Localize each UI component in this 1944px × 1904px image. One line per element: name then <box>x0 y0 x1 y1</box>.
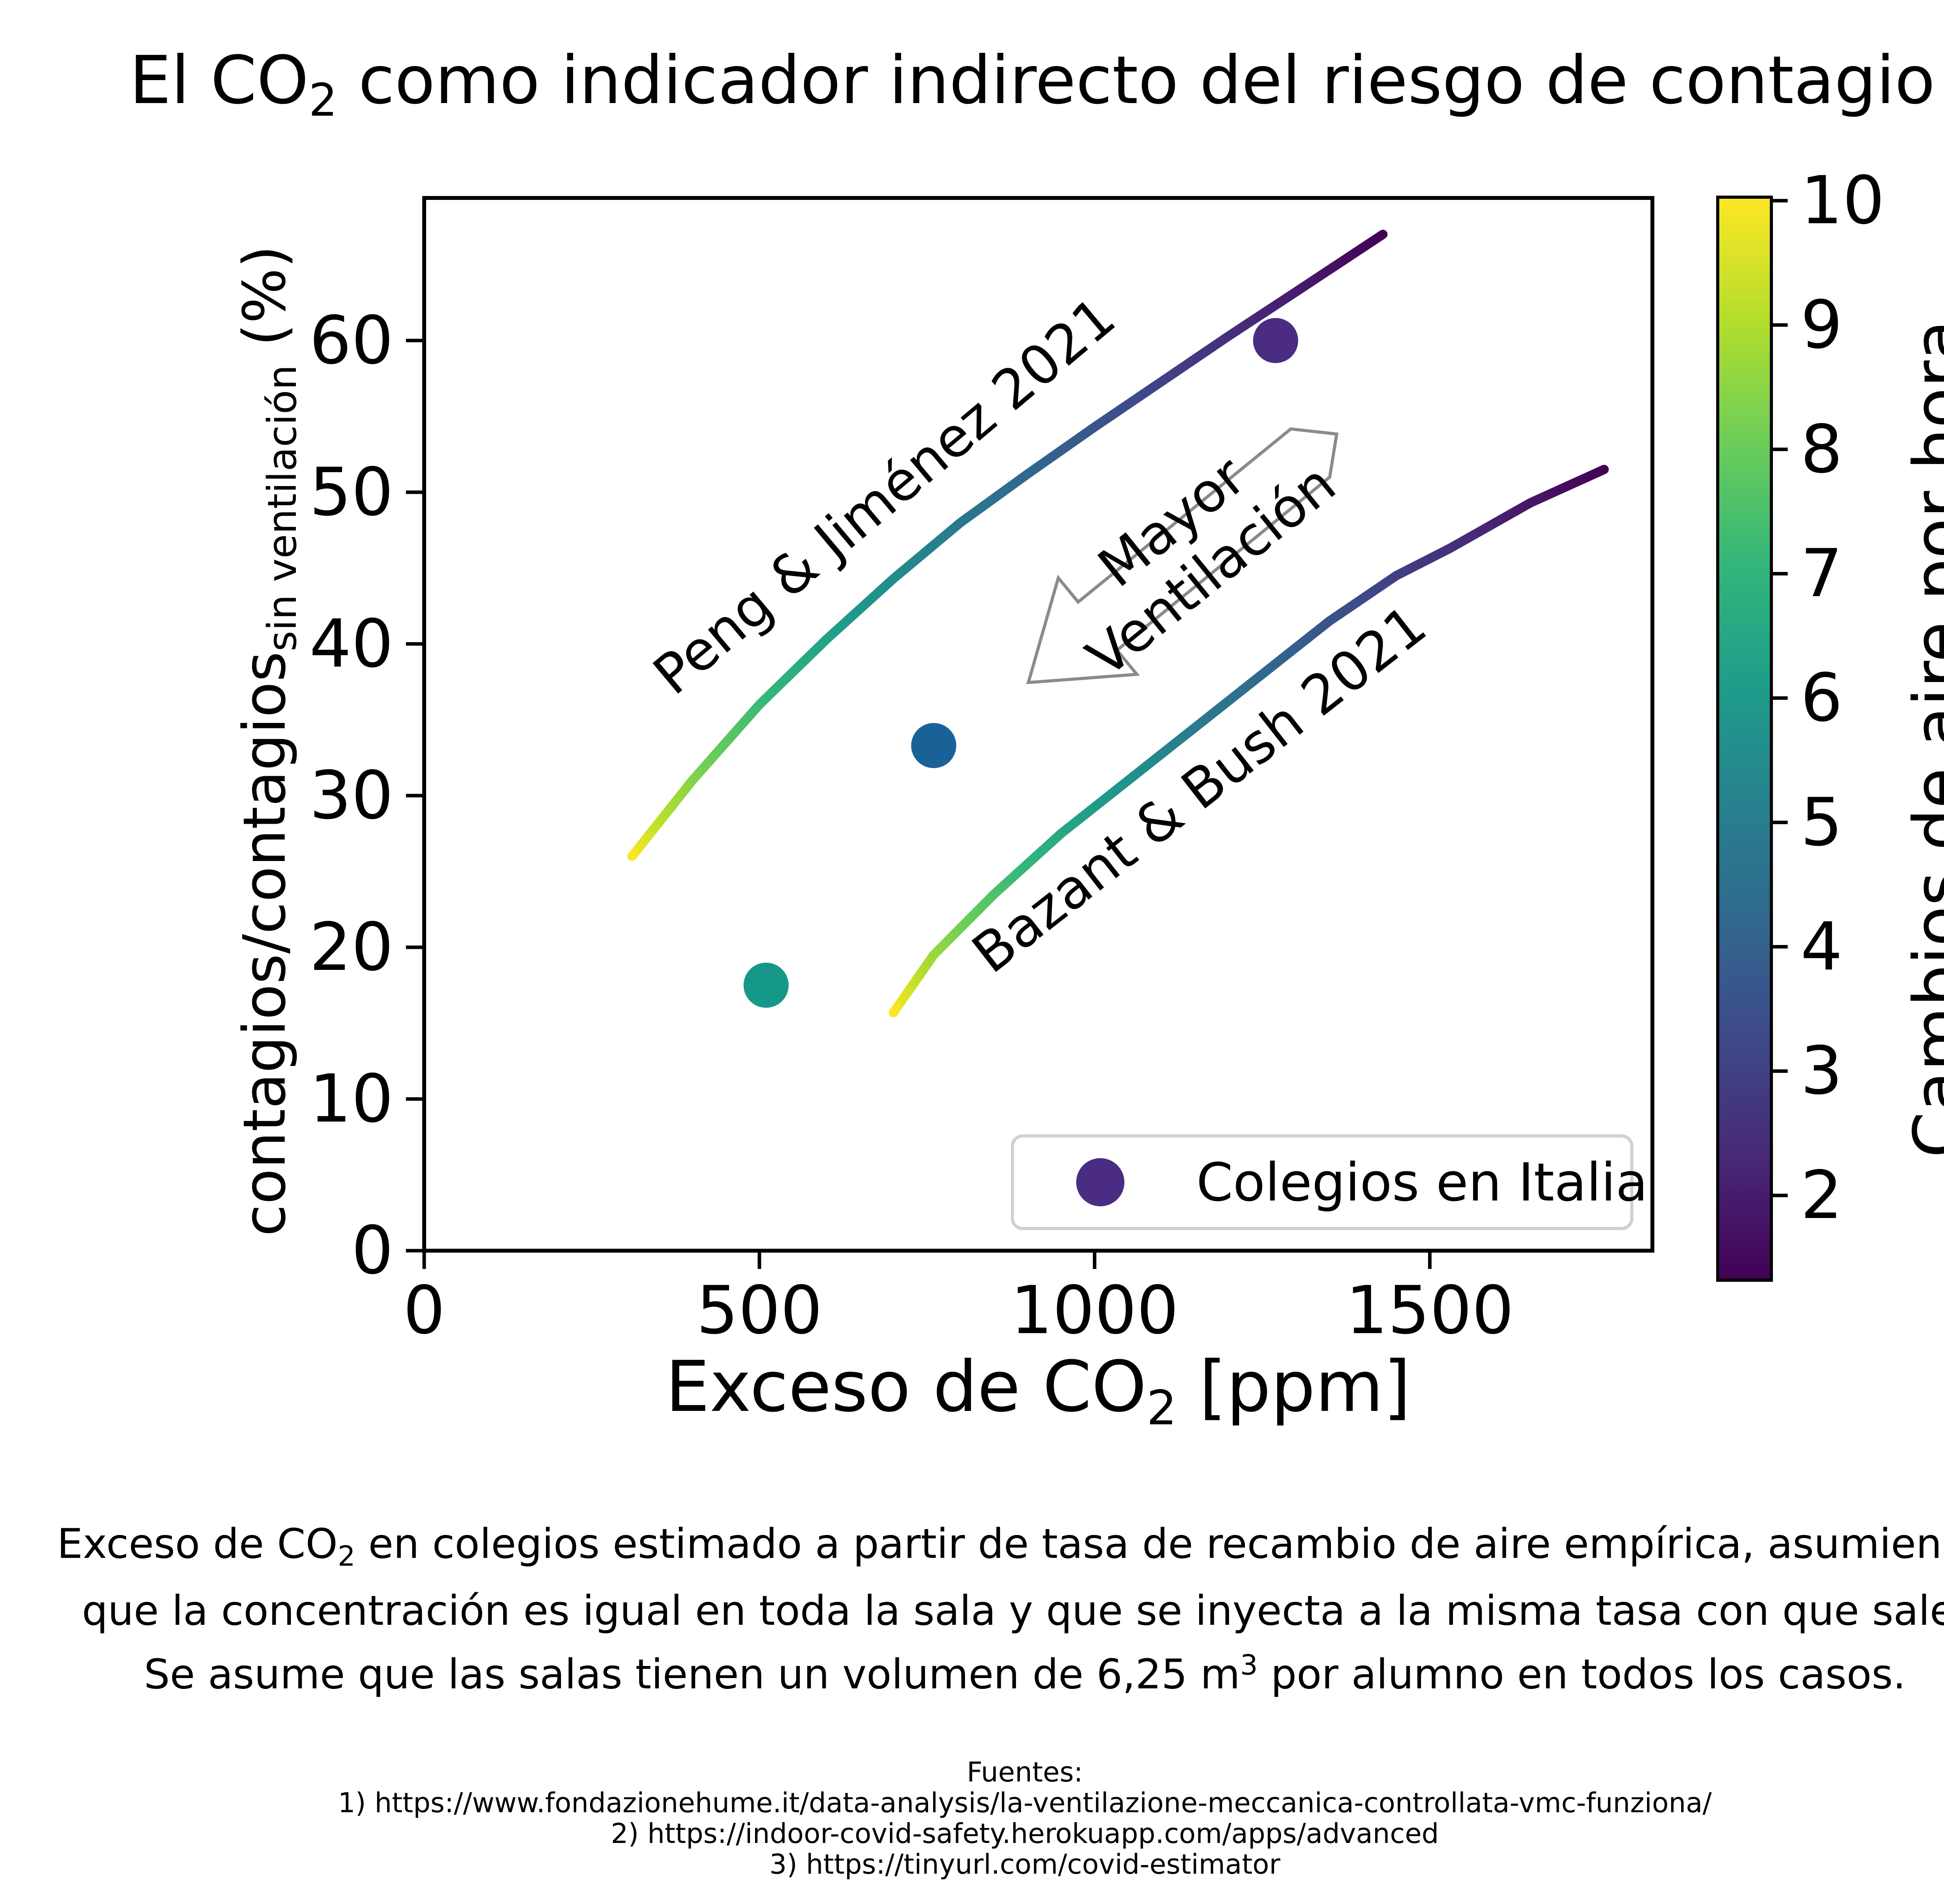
colorbar-tick-label: 10 <box>1801 162 1885 239</box>
y-tick-label: 30 <box>309 757 393 834</box>
caption-line-3: Se asume que las salas tienen un volumen… <box>57 1638 1944 1702</box>
colorbar-tick-label: 6 <box>1801 660 1843 737</box>
colorbar-tick-label: 9 <box>1801 286 1843 364</box>
scatter-point <box>1253 318 1298 363</box>
caption-line-2: que la concentración es igual en toda la… <box>82 1587 1944 1634</box>
x-tick-label: 0 <box>403 1272 446 1349</box>
colorbar-label: Cambios de aire por hora <box>1900 320 1944 1158</box>
y-tick-label: 0 <box>351 1212 393 1289</box>
plot-border <box>422 196 1654 1253</box>
source-item-3: 3) https://tinyurl.com/covid-estimator <box>769 1848 1281 1880</box>
source-item-2: 2) https://indoor-covid-safety.herokuapp… <box>611 1818 1439 1850</box>
x-tick-label: 1500 <box>1346 1272 1514 1349</box>
caption-text-2: en colegios estimado a partir de tasa de… <box>355 1520 1944 1568</box>
title-text: El CO <box>129 42 309 119</box>
curve-lines <box>627 229 1609 1017</box>
curve-2 <box>889 465 1609 1017</box>
caption-line-1: Exceso de CO2 en colegios estimado a par… <box>57 1517 1944 1584</box>
legend: Colegios en Italia <box>1011 1134 1648 1230</box>
caption-text: Exceso de CO <box>57 1520 338 1568</box>
legend-label: Colegios en Italia <box>1196 1152 1648 1213</box>
title-text-2: como indicador indirecto del riesgo de c… <box>337 42 1935 119</box>
x-label-text-2: [ppm] <box>1177 1346 1411 1428</box>
scatter-points <box>743 318 1298 1008</box>
legend-marker-dot <box>1076 1158 1124 1206</box>
colorbar-tick-label: 4 <box>1801 908 1843 985</box>
y-tick-label: 50 <box>309 453 393 531</box>
y-tick-label: 10 <box>309 1060 393 1138</box>
y-tick-label: 40 <box>309 605 393 682</box>
tick-marks <box>406 199 1788 1269</box>
y-label-text-2: (%) <box>231 245 299 365</box>
y-label-text: contagios/contagios <box>231 651 299 1237</box>
x-axis-label: Exceso de CO2 [ppm] <box>666 1346 1411 1435</box>
y-tick-label: 60 <box>309 302 393 379</box>
y-label-subscript: sin ventilación <box>259 365 306 651</box>
caption-subscript: 2 <box>337 1540 355 1572</box>
caption: Exceso de CO2 en colegios estimado a par… <box>57 1517 1944 1702</box>
caption-text-3: Se asume que las salas tienen un volumen… <box>144 1650 1240 1698</box>
colorbar-tick-label: 7 <box>1801 535 1843 612</box>
ventilation-arrow <box>1026 427 1339 684</box>
sources: Fuentes: 1) https://www.fondazionehume.i… <box>338 1757 1711 1880</box>
x-label-subscript: 2 <box>1147 1380 1177 1436</box>
curve-1 <box>627 229 1388 861</box>
colorbar-tick-label: 2 <box>1801 1157 1843 1234</box>
y-axis-label: contagios/contagiossin ventilación (%) <box>231 245 306 1236</box>
x-tick-label: 1000 <box>1010 1272 1179 1349</box>
scatter-point <box>911 723 956 768</box>
colorbar-tick-label: 8 <box>1801 411 1843 488</box>
title-subscript: 2 <box>309 74 337 127</box>
x-tick-label: 500 <box>696 1272 823 1349</box>
x-label-text: Exceso de CO <box>665 1346 1147 1428</box>
sources-heading: Fuentes: <box>967 1756 1083 1788</box>
colorbar-tick-label: 3 <box>1801 1032 1843 1110</box>
colorbar-tick-label: 5 <box>1801 784 1843 861</box>
colorbar <box>1716 196 1773 1282</box>
caption-superscript: 3 <box>1240 1648 1258 1681</box>
source-item-1: 1) https://www.fondazionehume.it/data-an… <box>338 1787 1712 1819</box>
y-tick-label: 20 <box>309 908 393 986</box>
chart-title: El CO2 como indicador indirecto del ries… <box>129 42 1935 126</box>
caption-text-4: por alumno en todos los casos. <box>1257 1650 1906 1698</box>
scatter-point <box>743 962 789 1008</box>
